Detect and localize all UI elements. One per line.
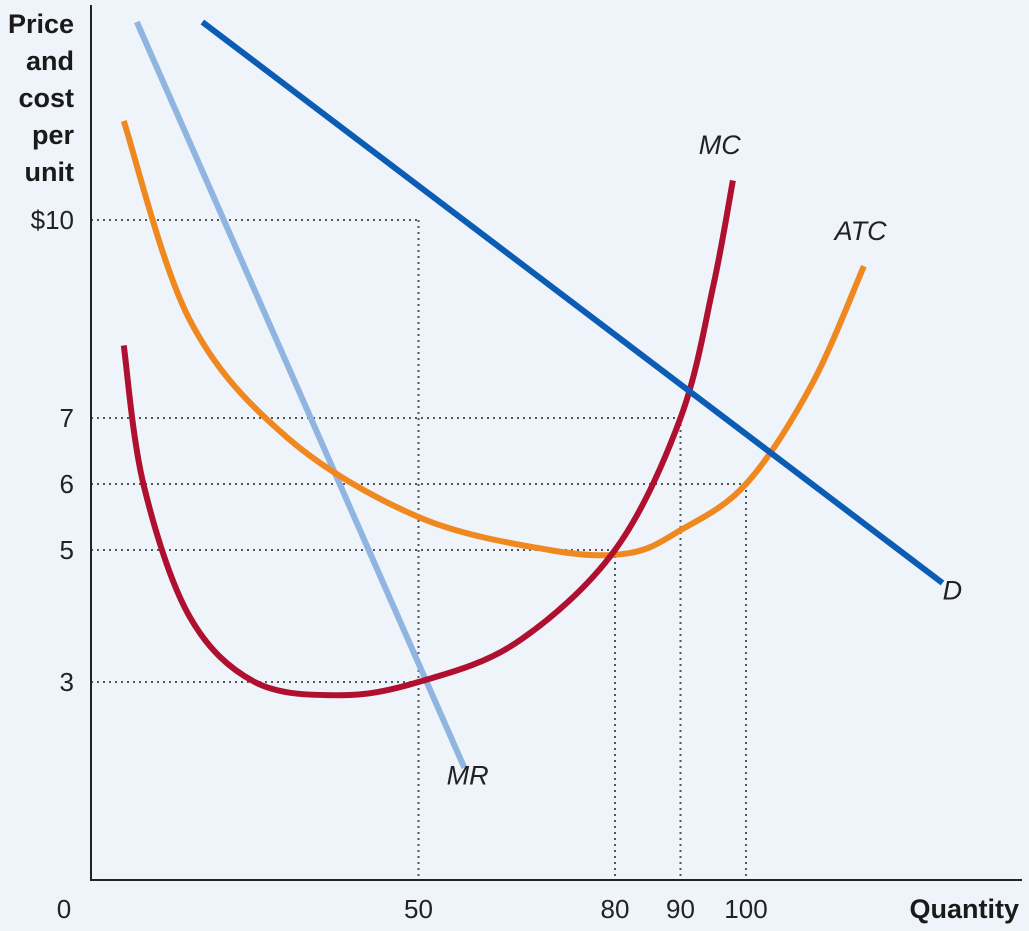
x-tick-label: 90: [666, 894, 695, 924]
atc-label: ATC: [833, 216, 887, 246]
curve-labels: MR ATC MC D: [447, 130, 962, 790]
y-tick-label: 6: [60, 469, 74, 499]
y-tick-label: 5: [60, 535, 74, 565]
mc-curve: [120, 179, 736, 699]
axes: [90, 5, 1022, 881]
y-axis-title-line: and: [25, 46, 74, 76]
y-axis-title-line: Price: [7, 9, 74, 39]
x-tick-label: 100: [724, 894, 767, 924]
reference-lines: [91, 219, 747, 880]
mc-label: MC: [699, 130, 741, 160]
curves: [120, 19, 945, 770]
y-tick-label: 3: [60, 667, 74, 697]
y-axis-title-line: cost: [18, 83, 74, 113]
mr-curve: [134, 20, 468, 770]
y-tick-label: $10: [31, 205, 74, 235]
d-curve: [200, 19, 945, 586]
y-axis-title-line: per: [31, 120, 74, 150]
y-axis-title-line: unit: [24, 157, 74, 187]
y-tick-label: 7: [60, 403, 74, 433]
x-tick-label: 80: [601, 894, 630, 924]
x-tick-label: 50: [404, 894, 433, 924]
y-axis-title: Price and cost per unit: [0, 6, 74, 191]
tick-labels: $10 7 6 5 3 50 80 90 100: [31, 205, 768, 924]
origin-label: 0: [57, 894, 71, 924]
x-axis-title: Quantity: [909, 894, 1019, 924]
atc-curve: [120, 120, 867, 559]
d-label: D: [943, 576, 963, 606]
mr-label: MR: [447, 760, 489, 790]
